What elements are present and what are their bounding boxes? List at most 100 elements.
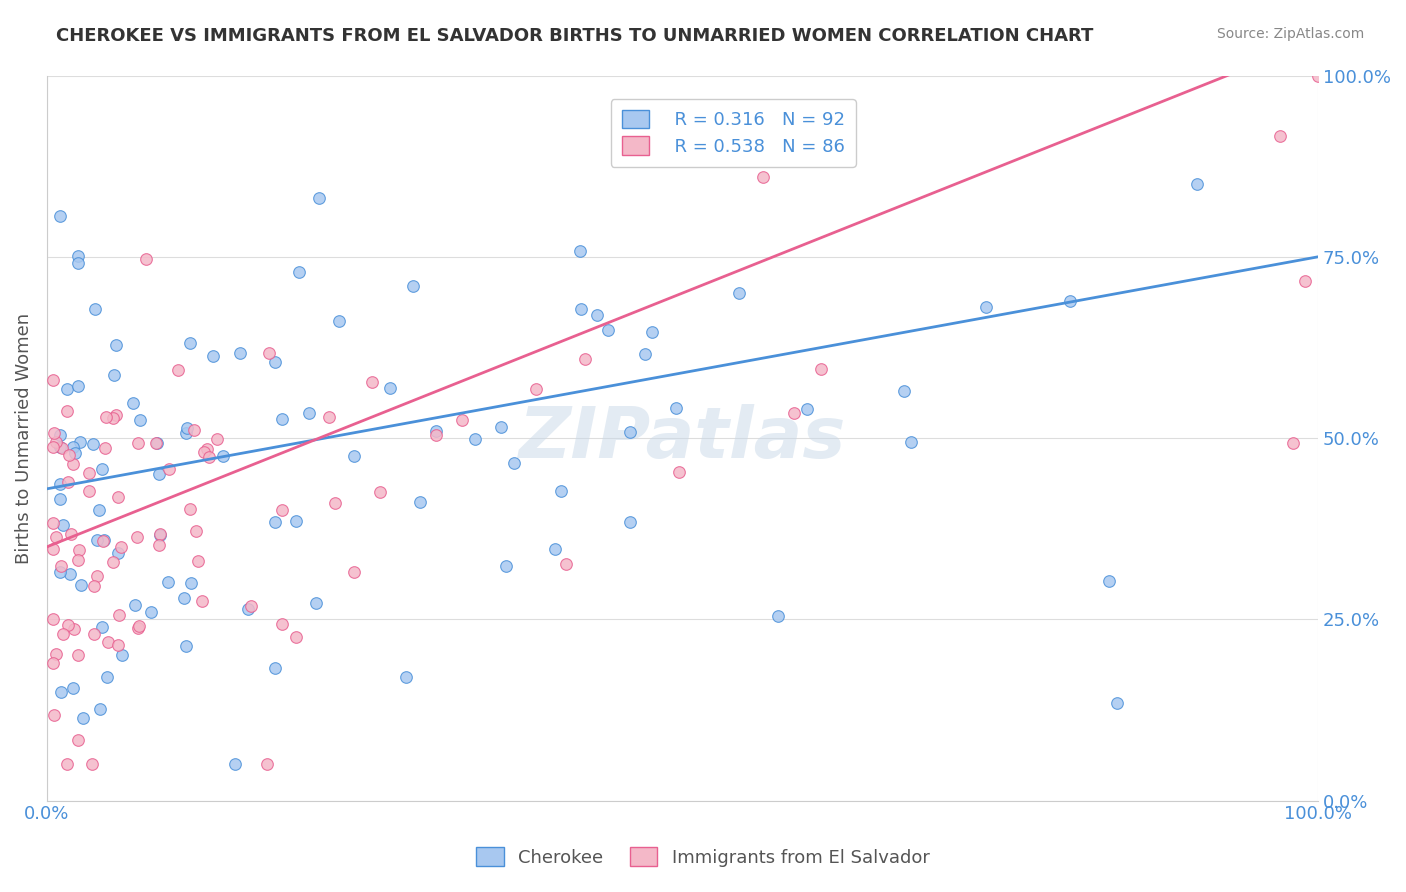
Immigrants from El Salvador bbox=[107, 638, 129, 652]
Cherokee bbox=[1059, 294, 1081, 309]
Cherokee bbox=[66, 379, 89, 393]
Cherokee bbox=[768, 608, 790, 623]
Immigrants from El Salvador bbox=[128, 619, 150, 633]
Cherokee bbox=[619, 515, 641, 529]
Immigrants from El Salvador bbox=[52, 626, 75, 640]
Immigrants from El Salvador bbox=[193, 445, 215, 459]
Immigrants from El Salvador bbox=[574, 351, 596, 366]
Cherokee bbox=[84, 302, 107, 317]
Immigrants from El Salvador bbox=[318, 410, 340, 425]
Cherokee bbox=[308, 191, 330, 205]
Immigrants from El Salvador bbox=[42, 542, 65, 557]
Cherokee bbox=[128, 412, 150, 426]
Cherokee bbox=[65, 446, 87, 460]
Cherokee bbox=[72, 710, 94, 724]
Cherokee bbox=[146, 436, 169, 450]
Immigrants from El Salvador bbox=[166, 363, 188, 377]
Immigrants from El Salvador bbox=[42, 440, 65, 454]
Immigrants from El Salvador bbox=[191, 594, 214, 608]
Cherokee bbox=[288, 265, 311, 279]
Immigrants from El Salvador bbox=[271, 503, 294, 517]
Cherokee bbox=[264, 515, 287, 529]
Immigrants from El Salvador bbox=[56, 617, 79, 632]
Cherokee bbox=[69, 434, 91, 449]
Immigrants from El Salvador bbox=[101, 555, 124, 569]
Cherokee bbox=[179, 336, 201, 351]
Cherokee bbox=[305, 596, 328, 610]
Cherokee bbox=[49, 685, 72, 699]
Cherokee bbox=[48, 440, 70, 454]
Cherokee bbox=[270, 412, 292, 426]
Cherokee bbox=[59, 566, 82, 581]
Cherokee bbox=[156, 574, 179, 589]
Cherokee bbox=[900, 435, 922, 450]
Cherokee bbox=[62, 440, 84, 454]
Immigrants from El Salvador bbox=[451, 413, 474, 427]
Cherokee bbox=[180, 575, 202, 590]
Immigrants from El Salvador bbox=[125, 529, 148, 543]
Immigrants from El Salvador bbox=[668, 465, 690, 479]
Text: ZIPatlas: ZIPatlas bbox=[519, 403, 846, 473]
Immigrants from El Salvador bbox=[83, 579, 105, 593]
Immigrants from El Salvador bbox=[77, 466, 100, 480]
Cherokee bbox=[111, 648, 134, 663]
Immigrants from El Salvador bbox=[86, 569, 108, 583]
Cherokee bbox=[728, 285, 751, 300]
Immigrants from El Salvador bbox=[1268, 128, 1291, 143]
Cherokee bbox=[543, 541, 565, 556]
Immigrants from El Salvador bbox=[239, 599, 262, 614]
Immigrants from El Salvador bbox=[45, 435, 67, 450]
Cherokee bbox=[665, 401, 688, 415]
Cherokee bbox=[263, 661, 285, 675]
Cherokee bbox=[328, 314, 350, 328]
Cherokee bbox=[148, 467, 170, 481]
Cherokee bbox=[89, 701, 111, 715]
Cherokee bbox=[796, 402, 818, 417]
Cherokee bbox=[229, 346, 252, 360]
Immigrants from El Salvador bbox=[257, 346, 280, 360]
Cherokee bbox=[236, 601, 259, 615]
Immigrants from El Salvador bbox=[425, 428, 447, 442]
Cherokee bbox=[48, 565, 70, 579]
Immigrants from El Salvador bbox=[77, 483, 100, 498]
Cherokee bbox=[425, 424, 447, 438]
Cherokee bbox=[48, 209, 70, 223]
Immigrants from El Salvador bbox=[1294, 274, 1316, 288]
Cherokee bbox=[82, 437, 104, 451]
Cherokee bbox=[70, 578, 93, 592]
Immigrants from El Salvador bbox=[370, 485, 392, 500]
Cherokee bbox=[52, 518, 75, 533]
Cherokee bbox=[550, 483, 572, 498]
Cherokee bbox=[343, 450, 366, 464]
Immigrants from El Salvador bbox=[91, 533, 114, 548]
Immigrants from El Salvador bbox=[186, 524, 208, 538]
Cherokee bbox=[86, 533, 108, 547]
Immigrants from El Salvador bbox=[195, 442, 218, 456]
Cherokee bbox=[285, 514, 308, 528]
Cherokee bbox=[48, 428, 70, 442]
Cherokee bbox=[619, 425, 641, 439]
Immigrants from El Salvador bbox=[135, 252, 157, 267]
Immigrants from El Salvador bbox=[67, 648, 90, 663]
Cherokee bbox=[103, 368, 125, 383]
Immigrants from El Salvador bbox=[42, 656, 65, 670]
Cherokee bbox=[489, 420, 512, 434]
Cherokee bbox=[211, 450, 233, 464]
Cherokee bbox=[464, 432, 486, 446]
Cherokee bbox=[586, 308, 609, 322]
Cherokee bbox=[1187, 178, 1209, 192]
Y-axis label: Births to Unmarried Women: Births to Unmarried Women bbox=[15, 312, 32, 564]
Cherokee bbox=[124, 598, 146, 612]
Immigrants from El Salvador bbox=[256, 757, 278, 772]
Immigrants from El Salvador bbox=[360, 376, 382, 390]
Immigrants from El Salvador bbox=[110, 540, 132, 554]
Immigrants from El Salvador bbox=[67, 543, 90, 558]
Immigrants from El Salvador bbox=[127, 621, 149, 635]
Cherokee bbox=[89, 502, 111, 516]
Immigrants from El Salvador bbox=[752, 170, 775, 185]
Immigrants from El Salvador bbox=[107, 490, 129, 504]
Immigrants from El Salvador bbox=[524, 382, 547, 396]
Cherokee bbox=[174, 425, 197, 440]
Cherokee bbox=[502, 456, 524, 470]
Immigrants from El Salvador bbox=[96, 410, 118, 425]
